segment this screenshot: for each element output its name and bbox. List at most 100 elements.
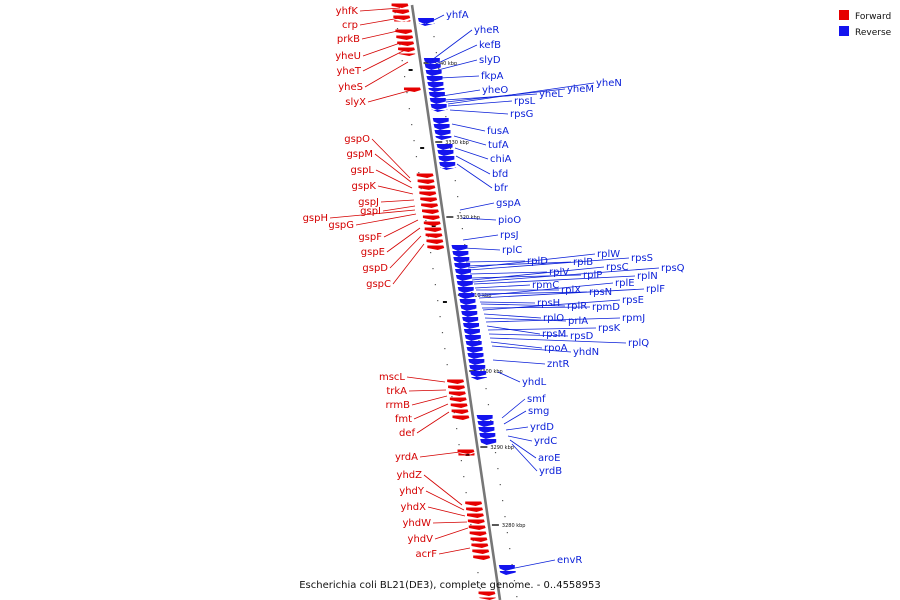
- reverse-gene-block: [463, 323, 480, 329]
- reverse-gene-leader: [447, 100, 513, 107]
- reverse-gene-leader: [462, 234, 499, 241]
- forward-gene-block: [393, 15, 411, 20]
- forward-gene-block: [420, 197, 438, 202]
- reverse-gene-label: yhdN: [573, 347, 599, 358]
- forward-gene-block: [448, 391, 466, 396]
- reverse-gene-block: [465, 341, 482, 347]
- reverse-gene-leader: [425, 14, 445, 25]
- genome-caption: Escherichia coli BL21(DE3), complete gen…: [299, 580, 601, 591]
- reverse-gene-leader: [486, 325, 541, 335]
- reverse-gene-block: [429, 98, 446, 104]
- reverse-gene-block: [462, 317, 479, 323]
- track-dot: [439, 316, 441, 318]
- reverse-gene-block: [440, 167, 457, 170]
- track-dot: [413, 140, 415, 142]
- reverse-gene-leader: [478, 288, 645, 299]
- track-dot: [432, 268, 434, 270]
- reverse-gene-label: yhdL: [522, 377, 547, 388]
- genome-axis: [394, 4, 518, 600]
- forward-gene-block: [396, 35, 414, 40]
- reverse-gene-leader: [461, 217, 497, 221]
- forward-gene-leader: [359, 17, 401, 26]
- reverse-gene-label: rplE: [615, 278, 635, 289]
- reverse-gene-leader: [483, 313, 542, 319]
- track-dot: [478, 340, 480, 342]
- track-dot: [394, 12, 396, 14]
- reverse-gene-label: envR: [557, 555, 582, 566]
- track-dot: [441, 332, 444, 334]
- genome-axis-line: [410, 4, 502, 600]
- reverse-gene-block: [457, 287, 474, 293]
- reverse-gene-leader: [463, 247, 501, 251]
- forward-gene-leader: [362, 49, 406, 72]
- reverse-gene-label: zntR: [547, 359, 570, 370]
- track-dot: [420, 188, 422, 190]
- forward-gene-leader: [423, 474, 463, 506]
- forward-gene-block: [452, 415, 470, 420]
- forward-gene-leader: [382, 205, 416, 212]
- track-dot: [513, 580, 516, 582]
- forward-gene-leader: [408, 389, 447, 392]
- track-dot: [456, 428, 458, 430]
- scale-tick-label: 3290 kbp: [490, 445, 514, 451]
- reverse-gene-label: rpsQ: [661, 263, 685, 274]
- forward-gene-label: def: [399, 428, 416, 439]
- forward-gene-label: yhdY: [399, 486, 425, 497]
- forward-gene-block: [451, 409, 469, 414]
- track-dot: [434, 284, 436, 286]
- reverse-gene-label: yrdC: [534, 436, 557, 447]
- reverse-gene-label: rpsS: [631, 253, 653, 264]
- reverse-gene-block: [430, 104, 447, 110]
- forward-gene-label: prkB: [337, 34, 360, 45]
- reverse-gene-block: [435, 136, 452, 140]
- reverse-gene-label: rplD: [527, 256, 548, 267]
- reverse-gene-leader: [480, 303, 566, 307]
- track-dot: [502, 500, 504, 502]
- reverse-gene-label: rpsN: [589, 287, 612, 298]
- reverse-gene-block: [423, 58, 440, 64]
- reverse-gene-label: rpsD: [570, 331, 594, 342]
- reverse-gene-block: [432, 118, 449, 124]
- track-dot: [497, 468, 499, 470]
- reverse-gene-leader: [482, 299, 621, 311]
- forward-gene-leader: [371, 138, 411, 179]
- forward-gene-label: yheT: [336, 66, 361, 77]
- reverse-gene-label: yheM: [567, 84, 594, 95]
- reverse-gene-label: tufA: [488, 140, 509, 151]
- reverse-gene-block: [467, 353, 484, 359]
- reverse-gene-label: yrdB: [539, 466, 562, 477]
- forward-gene-label: gspO: [344, 134, 370, 145]
- reverse-gene-block: [425, 70, 442, 76]
- track-dot: [411, 124, 413, 126]
- reverse-gene-leader: [454, 147, 489, 160]
- forward-gene-block: [469, 531, 487, 536]
- forward-gene-leader: [392, 243, 425, 285]
- reverse-gene-leader: [477, 282, 614, 297]
- reverse-gene-block: [471, 377, 488, 380]
- forward-gene-label: yhfK: [336, 6, 359, 17]
- reverse-gene-label: fusA: [487, 126, 509, 137]
- forward-gene-block: [403, 87, 421, 92]
- reverse-gene-block: [431, 109, 448, 112]
- track-dot: [399, 44, 401, 46]
- feature-mark: [408, 69, 413, 71]
- reverse-gene-label: bfd: [492, 169, 508, 180]
- reverse-gene-block: [427, 82, 444, 88]
- forward-gene-leader: [367, 89, 413, 103]
- reverse-gene-leader: [439, 75, 480, 79]
- forward-gene-block: [417, 179, 435, 184]
- forward-gene-label: mscL: [379, 372, 405, 383]
- reverse-gene-label: fkpA: [481, 71, 504, 82]
- reverse-gene-leader: [479, 301, 536, 304]
- track-dot: [461, 228, 463, 230]
- reverse-gene-leader: [474, 284, 531, 289]
- reverse-gene-block: [438, 156, 455, 162]
- track-dot: [458, 444, 460, 446]
- track-dot: [438, 68, 440, 70]
- forward-gene-label: yhdV: [408, 534, 434, 545]
- track-dot: [415, 156, 418, 158]
- forward-gene-label: gspM: [346, 149, 373, 160]
- reverse-gene-label: rplP: [583, 270, 602, 281]
- legend-forward-label: Forward: [855, 12, 891, 22]
